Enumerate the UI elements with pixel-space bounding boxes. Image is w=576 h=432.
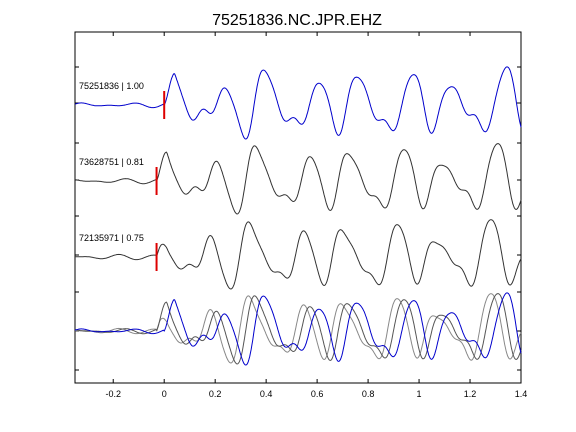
trace-group: 75251836 | 1.00 73628751 | 0.81 72135971 |… xyxy=(74,66,522,290)
trace-label: 72135971 | 0.75 xyxy=(79,233,144,243)
trace-line xyxy=(74,143,522,215)
x-tick-label: 0.2 xyxy=(209,389,222,399)
x-tick-label: 0.6 xyxy=(311,389,324,399)
x-tick-label: 0.8 xyxy=(362,389,375,399)
x-tick-label: 1.2 xyxy=(464,389,477,399)
overlay-trace-2 xyxy=(74,293,522,365)
overlay-trace-3 xyxy=(74,292,522,366)
trace-3: 72135971 | 0.75 xyxy=(74,219,522,290)
x-tick-label: -0.2 xyxy=(105,389,121,399)
chart-title: 75251836.NC.JPR.EHZ xyxy=(212,12,382,29)
trace-line xyxy=(74,219,522,290)
trace-line xyxy=(74,66,522,140)
trace-2: 73628751 | 0.81 xyxy=(74,143,522,215)
x-tick-labels: -0.2 0 0.2 0.4 0.6 0.8 1 1.2 1.4 xyxy=(105,389,527,399)
trace-1: 75251836 | 1.00 xyxy=(74,66,522,140)
axis-ticks xyxy=(75,32,522,383)
x-tick-label: 1 xyxy=(417,389,422,399)
x-tick-label: 1.4 xyxy=(515,389,528,399)
trace-label: 75251836 | 1.00 xyxy=(79,81,144,91)
plot-frame xyxy=(74,31,522,384)
trace-label: 73628751 | 0.81 xyxy=(79,157,144,167)
x-tick-label: 0.4 xyxy=(260,389,273,399)
overlay-trace-1 xyxy=(74,293,522,364)
overlay-group xyxy=(74,292,522,366)
x-tick-label: 0 xyxy=(162,389,167,399)
